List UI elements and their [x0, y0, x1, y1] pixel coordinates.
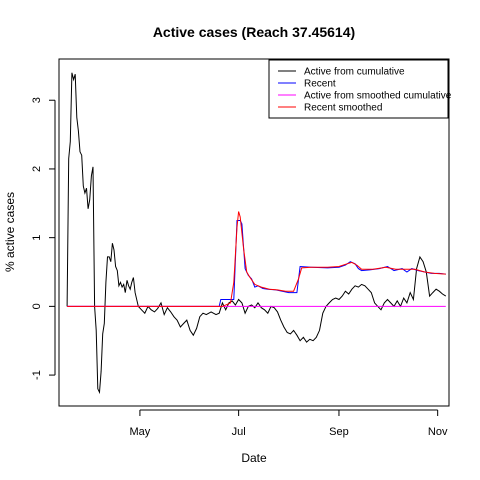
y-axis-label: % active cases — [3, 192, 17, 272]
axes: May Jul Sep Nov -1 0 1 2 3 — [31, 97, 448, 438]
legend-label-active-from-cumulative: Active from cumulative — [304, 67, 405, 78]
chart-title: Active cases (Reach 37.45614) — [153, 24, 355, 40]
x-tick-label: May — [130, 426, 151, 438]
legend-label-recent: Recent — [304, 79, 336, 90]
legend-label-active-from-smoothed-cumulative: Active from smoothed cumulative — [304, 91, 452, 102]
y-tick-label: 0 — [31, 303, 43, 309]
y-tick-label: -1 — [31, 370, 43, 380]
series-layer — [66, 72, 447, 395]
y-tick-label: 2 — [31, 166, 43, 172]
x-tick-label: Jul — [232, 426, 246, 438]
x-axis-label: Date — [241, 451, 267, 465]
y-tick-label: 3 — [31, 97, 43, 103]
legend-label-recent-smoothed: Recent smoothed — [304, 103, 382, 114]
series-line-recent-smoothed — [67, 211, 446, 307]
legend-box — [268, 59, 449, 119]
x-tick-label: Nov — [428, 426, 448, 438]
y-tick-label: 1 — [31, 235, 43, 241]
plot-frame — [58, 58, 450, 407]
x-tick-label: Sep — [329, 426, 349, 438]
